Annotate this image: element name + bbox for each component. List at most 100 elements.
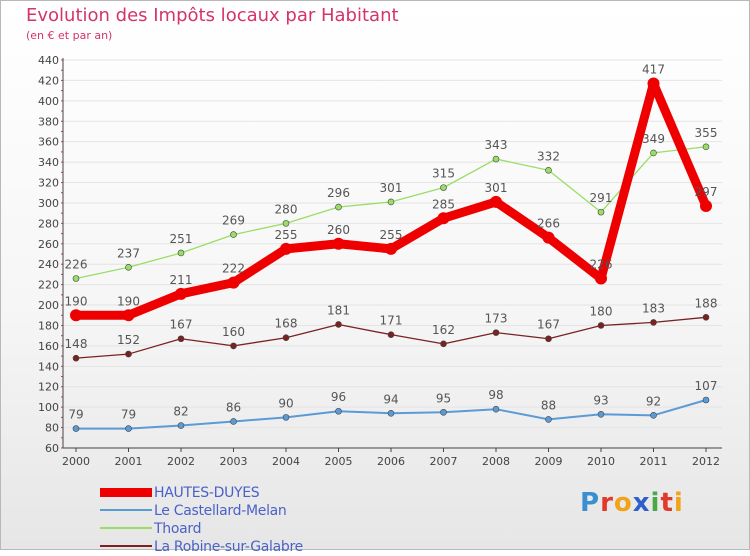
data-label: 349 [642, 132, 665, 146]
logo-letter: o [613, 488, 633, 518]
data-label: 296 [327, 186, 350, 200]
data-point [702, 143, 710, 151]
data-label: 167 [537, 318, 560, 332]
x-tick-label: 2009 [535, 455, 563, 468]
data-label: 160 [222, 325, 245, 339]
data-label: 280 [275, 202, 298, 216]
legend-item-le-castellard-melan[interactable]: Le Castellard-Melan [100, 502, 360, 520]
data-label: 285 [432, 197, 455, 211]
data-label: 188 [695, 296, 718, 310]
data-point [492, 405, 500, 413]
data-label: 332 [537, 149, 560, 163]
data-label: 107 [695, 379, 718, 393]
data-point [387, 198, 395, 206]
data-point [597, 322, 605, 329]
data-point [597, 208, 605, 216]
data-label: 79 [121, 408, 136, 422]
x-tick-label: 2004 [272, 455, 300, 468]
data-point [72, 425, 80, 432]
legend-swatch [100, 487, 152, 497]
data-point [492, 155, 500, 163]
data-label: 181 [327, 303, 350, 317]
data-point [125, 350, 132, 358]
logo-letter: r [600, 488, 614, 518]
legend-swatch [100, 527, 152, 529]
data-label: 79 [68, 408, 83, 422]
y-tick-label: 240 [38, 258, 59, 271]
data-point [230, 231, 237, 238]
data-point [335, 321, 342, 328]
logo-letter: t [660, 488, 674, 518]
y-tick-label: 100 [38, 401, 59, 414]
legend-swatch [100, 509, 152, 511]
x-tick-label: 2001 [115, 455, 143, 468]
data-label: 183 [642, 301, 665, 315]
data-point [385, 242, 397, 255]
data-label: 95 [436, 391, 451, 405]
logo-letter: P [580, 488, 601, 518]
data-label: 297 [695, 185, 718, 199]
data-label: 190 [117, 294, 140, 308]
chart-subtitle: (en € et par an) [26, 29, 113, 42]
legend-label: La Robine-sur-Galabre [154, 539, 303, 555]
data-point [545, 335, 552, 343]
x-tick-label: 2005 [325, 455, 353, 468]
x-tick-label: 2010 [587, 455, 615, 468]
y-tick-label: 120 [38, 381, 59, 394]
legend-label: HAUTES-DUYES [154, 485, 260, 501]
data-point [177, 335, 185, 343]
data-label: 93 [593, 393, 608, 407]
data-point [282, 414, 290, 421]
data-label: 291 [590, 191, 613, 205]
data-point [70, 309, 82, 322]
x-tick-label: 2002 [167, 455, 195, 468]
data-point [700, 200, 712, 213]
data-label: 260 [327, 223, 350, 237]
legend-swatch [100, 545, 152, 547]
legend-item-la-robine-sur-galabre[interactable]: La Robine-sur-Galabre [100, 538, 360, 556]
data-point [72, 275, 80, 282]
y-tick-label: 60 [45, 442, 59, 455]
data-label: 355 [695, 126, 718, 140]
chart-legend: HAUTES-DUYES Le Castellard-Melan Thoard … [100, 484, 360, 556]
x-tick-label: 2012 [692, 455, 720, 468]
data-label: 255 [380, 228, 403, 242]
y-tick-label: 340 [38, 156, 59, 169]
data-point [332, 237, 345, 250]
data-label: 343 [485, 138, 508, 152]
y-tick-label: 280 [38, 217, 59, 230]
y-tick-label: 440 [38, 54, 59, 67]
x-tick-label: 2008 [482, 455, 510, 468]
y-tick-label: 400 [38, 95, 59, 108]
x-tick-label: 2000 [62, 455, 90, 468]
data-point [490, 195, 502, 208]
data-point [492, 329, 500, 336]
data-point [72, 354, 80, 362]
legend-item-thoard[interactable]: Thoard [100, 520, 360, 538]
data-label: 94 [383, 392, 398, 406]
data-point [280, 242, 292, 255]
data-point [177, 249, 185, 257]
y-tick-label: 360 [38, 136, 59, 149]
data-label: 82 [173, 405, 188, 419]
y-tick-label: 180 [38, 319, 59, 332]
legend-label: Le Castellard-Melan [154, 503, 287, 519]
data-label: 211 [170, 273, 193, 287]
data-point [175, 287, 187, 300]
data-point [125, 263, 132, 271]
data-point [702, 314, 710, 321]
legend-item-hautes-duyes[interactable]: HAUTES-DUYES [100, 484, 360, 502]
data-point [230, 418, 237, 425]
x-tick-label: 2007 [430, 455, 458, 468]
logo-letter: x [632, 488, 651, 518]
legend-label: Thoard [154, 521, 202, 537]
data-point [230, 342, 237, 350]
logo-letter: i [673, 488, 684, 518]
x-tick-label: 2003 [220, 455, 248, 468]
y-tick-label: 260 [38, 238, 59, 251]
data-label: 152 [117, 333, 140, 347]
data-point [335, 407, 342, 415]
y-tick-label: 320 [38, 177, 59, 190]
y-tick-label: 200 [38, 299, 59, 312]
data-label: 226 [590, 258, 613, 272]
